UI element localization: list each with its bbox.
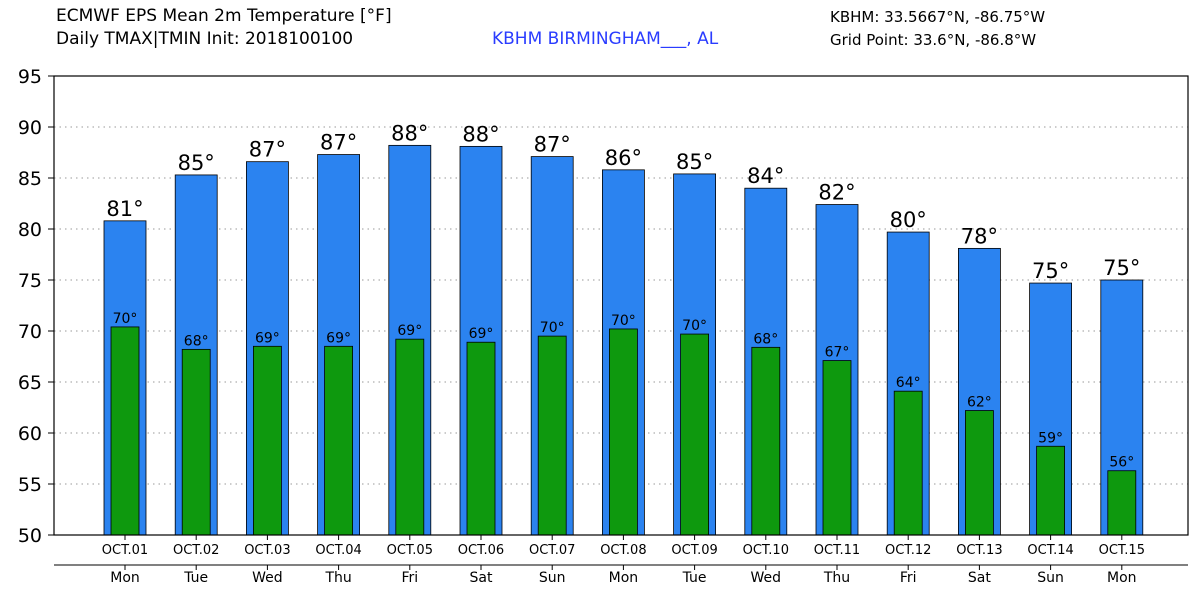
tmax-label: 88° [391,121,428,145]
x-tick-label: OCT.01 [102,543,148,558]
station-coordinates: KBHM: 33.5667°N, -86.75°W [830,8,1046,26]
y-tick-label: 80 [18,219,42,241]
x-tick-label: OCT.08 [600,543,646,558]
day-label: Fri [401,570,418,586]
y-tick-label: 65 [18,372,42,394]
day-label: Sat [470,570,493,586]
chart-subtitle: Daily TMAX|TMIN Init: 2018100100 [56,29,354,49]
tmin-label: 68° [184,333,209,349]
plot-frame [53,75,1189,536]
day-label: Tue [183,570,208,586]
tmin-label: 62° [967,395,992,411]
y-tick-label: 90 [18,117,42,139]
day-label: Mon [1107,570,1137,586]
tmin-bar [466,341,496,536]
tmin-bar [680,333,709,536]
tmin-bar [110,326,140,536]
day-label: Sat [968,570,991,586]
tmin-bar [1036,445,1065,536]
x-tick-label: OCT.12 [885,543,931,558]
tmax-label: 85° [676,150,713,174]
x-tick-label: OCT.14 [1027,543,1073,558]
tmax-label: 86° [605,146,642,170]
day-label: Wed [751,570,782,586]
day-label: Fri [900,570,917,586]
tmin-bar [324,345,354,536]
tmin-label: 70° [540,320,565,336]
tmax-label: 81° [106,197,143,221]
tmax-label: 87° [249,138,286,162]
tmin-bar [893,390,923,536]
tmax-label: 82° [818,181,855,205]
day-label: Sun [539,570,566,586]
tmax-label: 75° [1032,259,1069,283]
day-label: Mon [110,570,140,586]
day-label: Wed [252,570,283,586]
tmax-label: 75° [1103,256,1140,280]
x-tick-label: OCT.15 [1099,543,1145,558]
x-tick-label: OCT.13 [956,543,1002,558]
y-tick-label: 70 [18,321,42,343]
x-tick-label: OCT.05 [387,543,433,558]
tmin-label: 56° [1109,455,1134,471]
tmax-label: 85° [178,151,215,175]
day-label: Mon [609,570,639,586]
tmin-label: 64° [896,375,921,391]
tmin-label: 70° [682,318,707,334]
tmax-label: 88° [462,122,499,146]
y-tick-label: 85 [18,168,42,190]
x-tick-label: OCT.03 [244,543,290,558]
tmin-label: 68° [753,331,778,347]
tmax-label: 80° [890,208,927,232]
y-tick-label: 60 [18,423,42,445]
tmin-bar [1107,470,1137,536]
tmin-bar [181,348,211,536]
tmin-label: 69° [397,323,422,339]
station-name: KBHM BIRMINGHAM___, AL [492,29,719,49]
tmin-label: 70° [113,311,138,327]
tmax-label: 78° [961,224,998,248]
tmin-bar [252,345,282,536]
y-tick-label: 95 [18,66,42,88]
tmin-bar [965,410,994,536]
tmin-label: 59° [1038,430,1063,446]
x-tick-label: OCT.04 [315,543,361,558]
x-tick-label: OCT.02 [173,543,219,558]
x-tick-label: OCT.09 [671,543,717,558]
x-tick-label: OCT.06 [458,543,504,558]
grid-point-coordinates: Grid Point: 33.6°N, -86.8°W [830,31,1037,49]
x-tick-label: OCT.10 [743,543,789,558]
tmax-label: 87° [534,133,571,157]
tmin-bar [395,338,425,536]
tmin-label: 69° [469,326,494,342]
tmin-bar [537,335,567,536]
tmin-bar [751,346,781,536]
tmin-label: 70° [611,313,636,329]
x-tick-label: OCT.07 [529,543,575,558]
tmin-bar [609,328,638,536]
tmin-label: 67° [825,345,850,361]
tmax-label: 84° [747,164,784,188]
day-label: Thu [823,570,850,586]
tmax-label: 87° [320,131,357,155]
chart-title: ECMWF EPS Mean 2m Temperature [°F] [56,6,392,26]
y-tick-label: 55 [18,474,42,496]
tmin-bar [822,360,852,536]
day-label: Sun [1037,570,1064,586]
y-tick-label: 50 [18,525,42,547]
y-tick-label: 75 [18,270,42,292]
tmin-label: 69° [326,330,351,346]
tmin-label: 69° [255,330,280,346]
x-tick-label: OCT.11 [814,543,860,558]
day-label: Tue [682,570,707,586]
day-label: Thu [324,570,351,586]
